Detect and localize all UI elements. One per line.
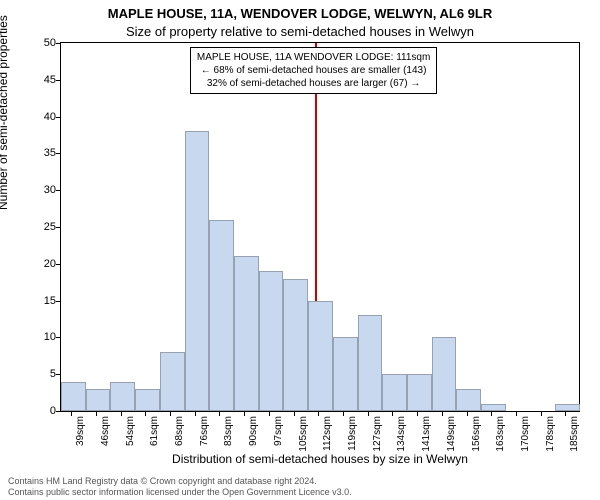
y-tick-mark — [56, 337, 60, 338]
x-tick-label: 134sqm — [396, 416, 407, 460]
chart-title-line2: Size of property relative to semi-detach… — [0, 24, 600, 39]
x-tick-mark — [71, 412, 72, 416]
y-tick-label: 45 — [16, 74, 56, 86]
chart-title-line1: MAPLE HOUSE, 11A, WENDOVER LODGE, WELWYN… — [0, 6, 600, 21]
footer-line2: Contains public sector information licen… — [8, 487, 352, 498]
y-tick-mark — [56, 117, 60, 118]
y-tick-label: 50 — [16, 37, 56, 49]
histogram-bar — [160, 352, 185, 411]
x-tick-label: 112sqm — [322, 416, 333, 460]
x-tick-label: 46sqm — [100, 416, 111, 460]
y-tick-mark — [56, 301, 60, 302]
histogram-bar — [283, 279, 308, 411]
x-tick-mark — [269, 412, 270, 416]
x-tick-mark — [145, 412, 146, 416]
x-tick-mark — [121, 412, 122, 416]
histogram-bar — [234, 256, 259, 411]
x-tick-mark — [219, 412, 220, 416]
x-tick-label: 83sqm — [223, 416, 234, 460]
y-axis-label: Number of semi-detached properties — [0, 15, 10, 210]
x-tick-mark — [318, 412, 319, 416]
x-tick-label: 178sqm — [545, 416, 556, 460]
x-tick-label: 97sqm — [273, 416, 284, 460]
histogram-bar — [135, 389, 160, 411]
x-tick-label: 185sqm — [569, 416, 580, 460]
histogram-bar — [185, 131, 210, 411]
x-tick-label: 156sqm — [471, 416, 482, 460]
x-tick-mark — [467, 412, 468, 416]
x-tick-label: 127sqm — [372, 416, 383, 460]
x-tick-mark — [442, 412, 443, 416]
x-tick-mark — [491, 412, 492, 416]
x-tick-label: 39sqm — [75, 416, 86, 460]
y-tick-label: 10 — [16, 331, 56, 343]
y-tick-mark — [56, 264, 60, 265]
y-tick-mark — [56, 43, 60, 44]
y-tick-label: 35 — [16, 147, 56, 159]
footer-text: Contains HM Land Registry data © Crown c… — [8, 476, 352, 498]
y-tick-label: 20 — [16, 258, 56, 270]
y-tick-mark — [56, 227, 60, 228]
plot-area: MAPLE HOUSE, 11A WENDOVER LODGE: 111sqm … — [60, 42, 580, 412]
x-tick-label: 90sqm — [248, 416, 259, 460]
x-tick-mark — [392, 412, 393, 416]
histogram-bar — [110, 382, 135, 411]
y-tick-mark — [56, 374, 60, 375]
y-tick-label: 40 — [16, 111, 56, 123]
histogram-bar — [61, 382, 86, 411]
x-tick-label: 141sqm — [421, 416, 432, 460]
y-tick-label: 5 — [16, 368, 56, 380]
x-tick-label: 61sqm — [149, 416, 160, 460]
x-tick-mark — [343, 412, 344, 416]
annotation-line2: ← 68% of semi-detached houses are smalle… — [197, 64, 430, 77]
x-tick-label: 163sqm — [495, 416, 506, 460]
histogram-bar — [555, 404, 580, 411]
x-tick-mark — [96, 412, 97, 416]
x-tick-label: 149sqm — [446, 416, 457, 460]
x-tick-mark — [417, 412, 418, 416]
y-tick-mark — [56, 190, 60, 191]
annotation-line3: 32% of semi-detached houses are larger (… — [197, 77, 430, 90]
histogram-bar — [432, 337, 457, 411]
annotation-box: MAPLE HOUSE, 11A WENDOVER LODGE: 111sqm … — [190, 47, 437, 94]
histogram-bar — [209, 220, 234, 411]
x-tick-mark — [294, 412, 295, 416]
y-tick-label: 0 — [16, 405, 56, 417]
histogram-bar — [481, 404, 506, 411]
x-tick-mark — [368, 412, 369, 416]
y-tick-label: 15 — [16, 295, 56, 307]
annotation-line1: MAPLE HOUSE, 11A WENDOVER LODGE: 111sqm — [197, 51, 430, 64]
x-tick-mark — [195, 412, 196, 416]
x-tick-label: 54sqm — [125, 416, 136, 460]
footer-line1: Contains HM Land Registry data © Crown c… — [8, 476, 352, 487]
histogram-bar — [382, 374, 407, 411]
histogram-bar — [308, 301, 333, 411]
x-tick-mark — [565, 412, 566, 416]
y-tick-mark — [56, 411, 60, 412]
x-tick-mark — [541, 412, 542, 416]
x-tick-label: 119sqm — [347, 416, 358, 460]
histogram-bar — [259, 271, 284, 411]
y-tick-mark — [56, 80, 60, 81]
histogram-bar — [333, 337, 358, 411]
x-tick-label: 170sqm — [520, 416, 531, 460]
histogram-bar — [456, 389, 481, 411]
x-tick-label: 68sqm — [174, 416, 185, 460]
y-tick-label: 25 — [16, 221, 56, 233]
x-tick-mark — [244, 412, 245, 416]
y-tick-mark — [56, 153, 60, 154]
histogram-bar — [407, 374, 432, 411]
histogram-bar — [86, 389, 111, 411]
x-tick-mark — [516, 412, 517, 416]
histogram-bar — [358, 315, 383, 411]
x-tick-label: 105sqm — [298, 416, 309, 460]
x-tick-label: 76sqm — [199, 416, 210, 460]
y-tick-label: 30 — [16, 184, 56, 196]
x-tick-mark — [170, 412, 171, 416]
